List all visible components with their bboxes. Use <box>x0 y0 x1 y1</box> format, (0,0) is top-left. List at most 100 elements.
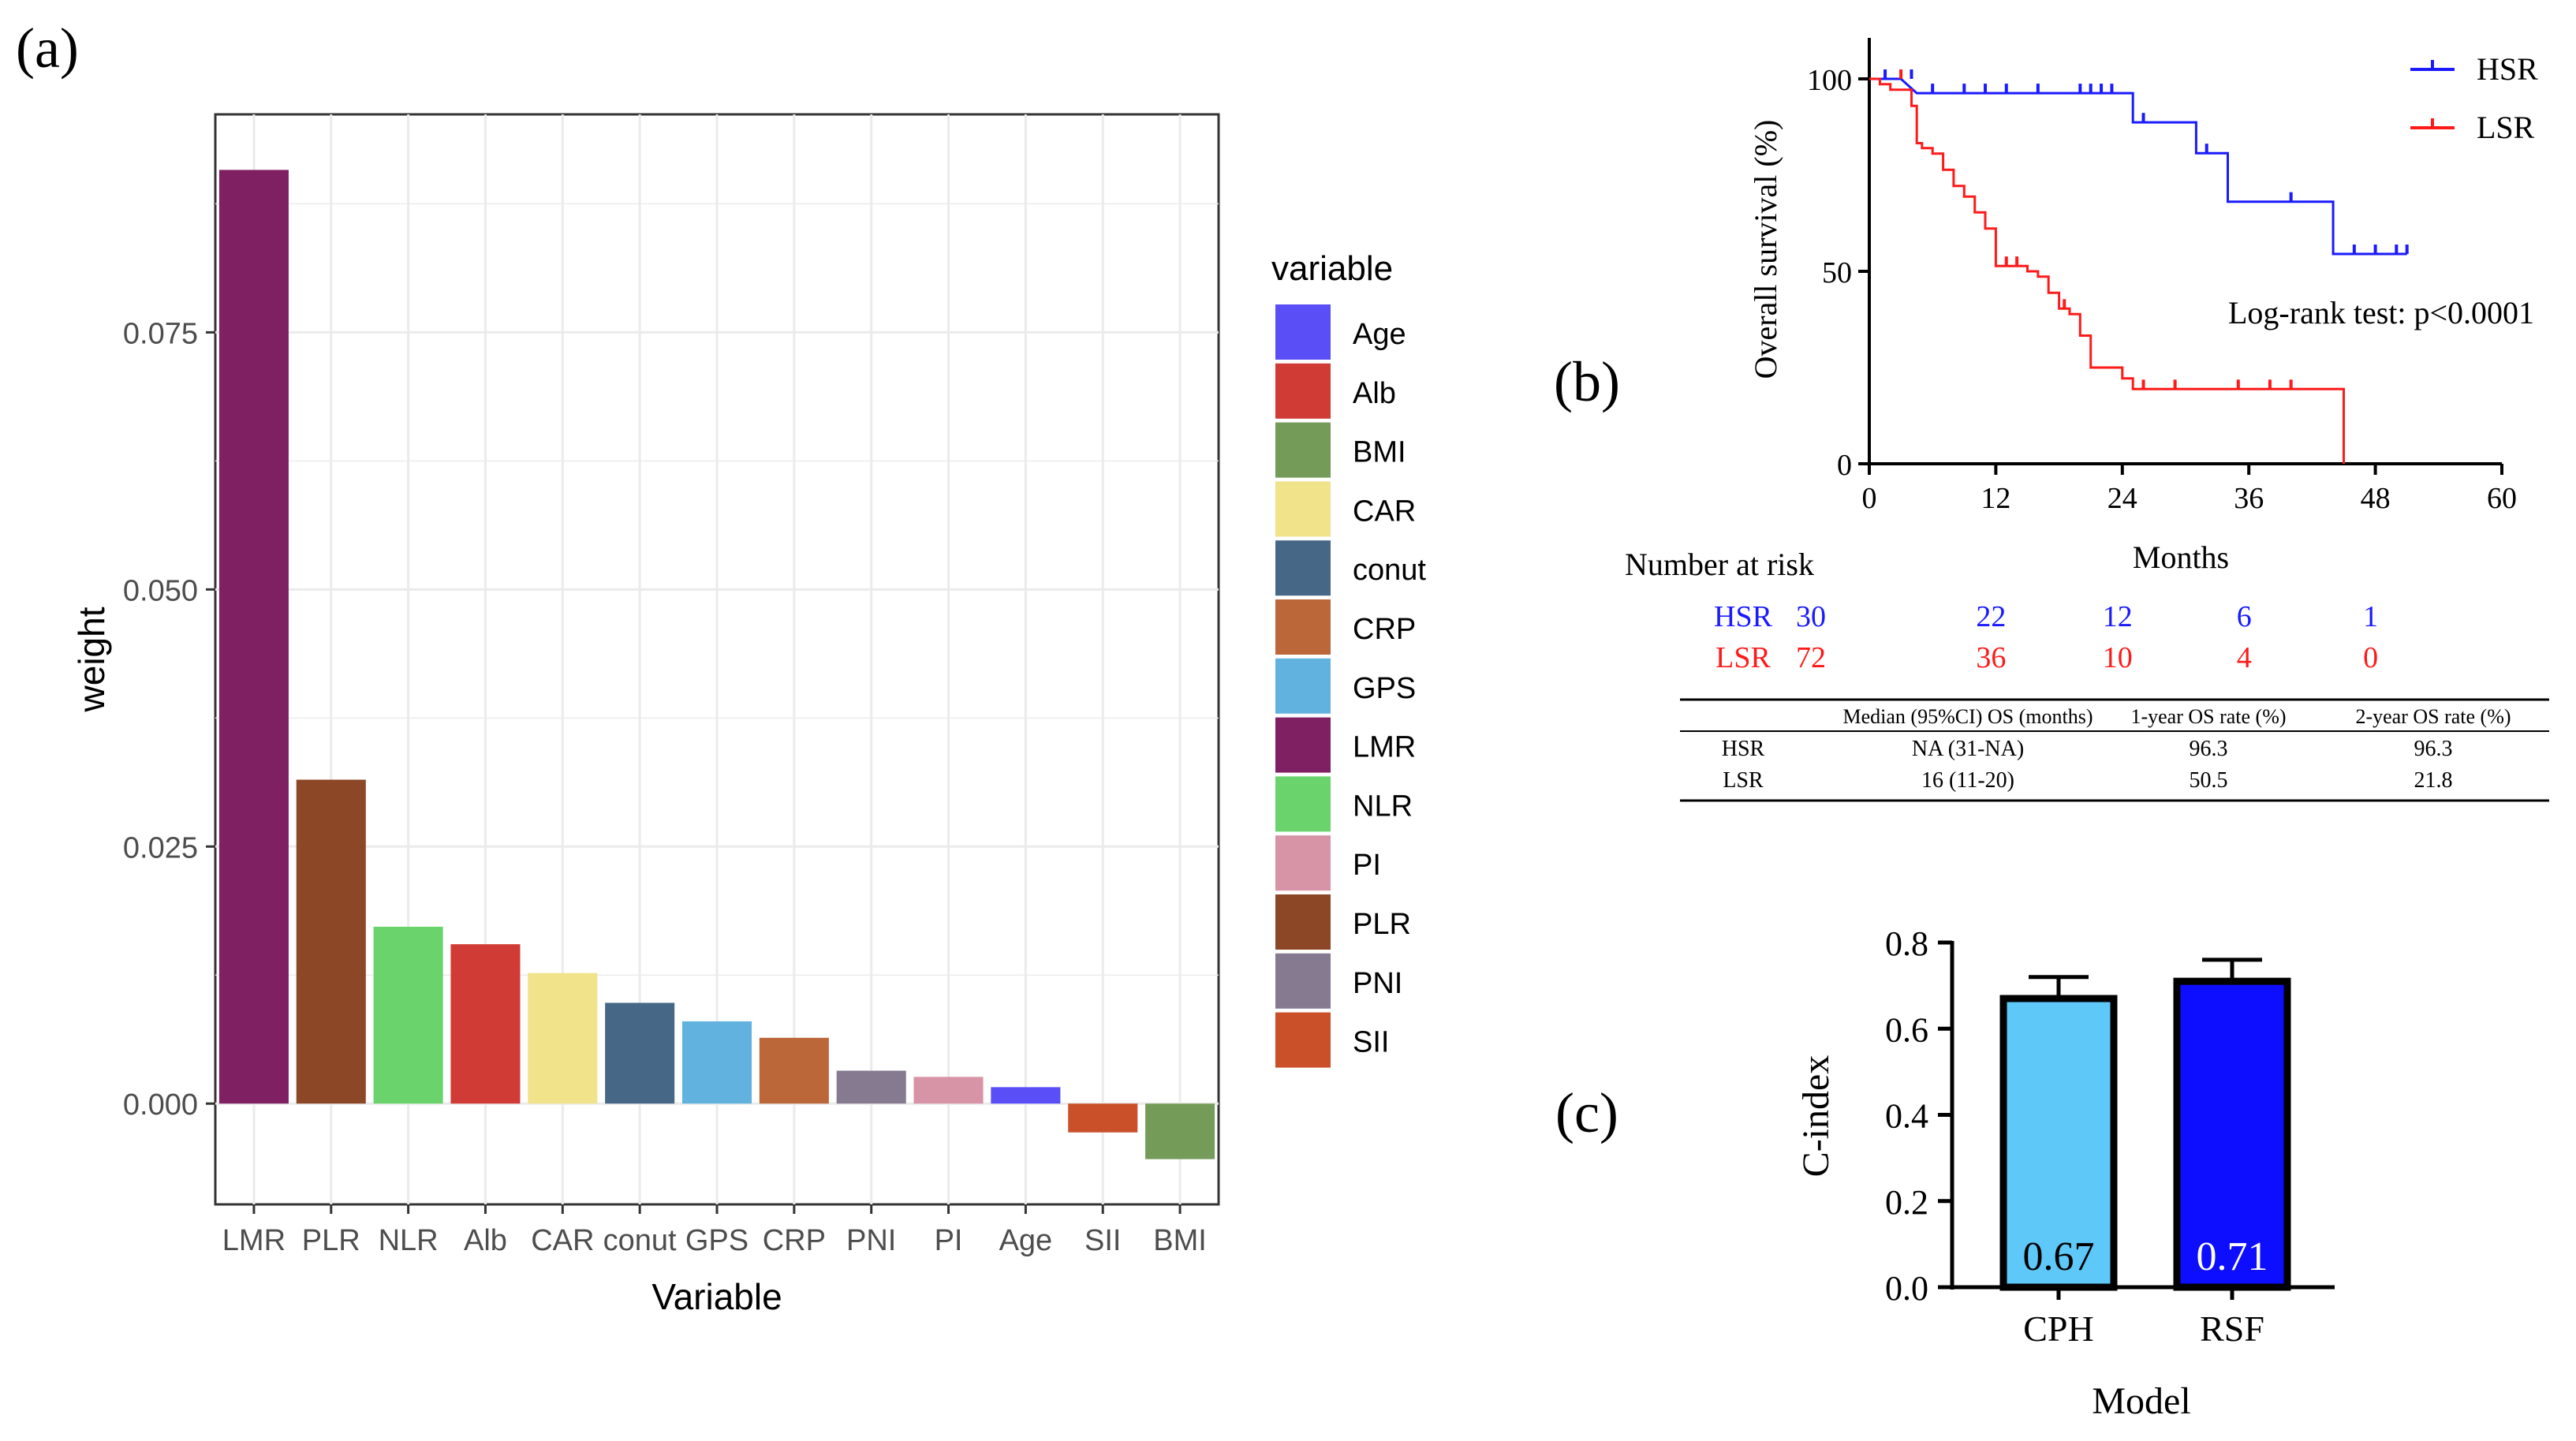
plot-a-x-ticks: LMR PLR NLR Alb CAR conut GPS CRP PNI PI Age SII BMI <box>222 1204 1207 1257</box>
x-tick-label: 0 <box>1862 482 1877 515</box>
bar-Alb <box>450 944 521 1104</box>
legend-label-LMR: LMR <box>1353 731 1416 764</box>
risk-value: 6 <box>2237 600 2252 633</box>
x-tick-label: PLR <box>302 1224 360 1257</box>
risk-row-label-LSR: LSR <box>1715 641 1771 674</box>
legend-label-PI: PI <box>1353 849 1381 882</box>
bar-Age <box>991 1087 1061 1104</box>
legend-swatch-PI <box>1275 835 1331 891</box>
plot-a-bars <box>218 170 1215 1159</box>
x-tick-label: PNI <box>846 1224 896 1257</box>
x-tick-label: 12 <box>1981 482 2010 515</box>
legend-swatch-CAR <box>1275 481 1331 537</box>
bar-CAR <box>528 972 598 1104</box>
y-tick-label: 0.6 <box>1885 1010 1928 1049</box>
plot-b-y-axis-title: Overall survival (%) <box>1748 120 1783 379</box>
legend-label-CRP: CRP <box>1353 613 1416 646</box>
legend-swatch-CRP <box>1275 599 1331 655</box>
x-tick-label-RSF: RSF <box>2200 1308 2264 1349</box>
y-tick-label: 0.075 <box>123 317 198 350</box>
bar-value-label-CPH: 0.67 <box>2023 1234 2095 1279</box>
plot-a-y-ticks: 0.000 0.025 0.050 0.075 <box>123 317 215 1122</box>
x-tick-label: SII <box>1085 1224 1121 1257</box>
legend-label-conut: conut <box>1353 554 1426 587</box>
y-tick-label: 0.0 <box>1885 1269 1928 1308</box>
bar-CRP <box>759 1037 829 1104</box>
x-tick-label: Alb <box>464 1224 507 1257</box>
x-tick-label: Age <box>999 1224 1053 1257</box>
table-cell: HSR <box>1722 737 1765 761</box>
x-tick-label: 36 <box>2234 482 2264 515</box>
legend-label-PNI: PNI <box>1353 967 1402 1000</box>
x-tick-label: NLR <box>379 1224 439 1257</box>
legend-label-BMI: BMI <box>1353 436 1406 469</box>
risk-value: 36 <box>1976 641 2006 674</box>
legend-swatch-Age <box>1275 304 1331 360</box>
x-tick-label: 48 <box>2361 482 2391 515</box>
log-rank-annotation: Log-rank test: p<0.0001 <box>2228 295 2534 330</box>
legend-label-NLR: NLR <box>1353 790 1413 823</box>
legend-label-HSR: HSR <box>2477 51 2538 87</box>
table-header: 2-year OS rate (%) <box>2355 705 2511 728</box>
table-cell: 16 (11-20) <box>1921 768 2014 793</box>
y-tick-label: 0.4 <box>1885 1097 1928 1136</box>
legend-swatch-SII <box>1275 1012 1331 1068</box>
legend-swatch-NLR <box>1275 776 1331 832</box>
bar-LMR <box>218 170 289 1104</box>
bar-PLR <box>296 779 366 1104</box>
curve-HSR <box>1869 77 2407 256</box>
legend-swatch-PNI <box>1275 953 1331 1009</box>
x-tick-label: LMR <box>222 1224 286 1257</box>
risk-value: 72 <box>1796 641 1826 674</box>
plot-b-x-axis-title: Months <box>2133 539 2229 575</box>
bar-conut <box>605 1002 675 1104</box>
bar-GPS <box>681 1021 752 1104</box>
legend-a-title: variable <box>1271 249 1393 288</box>
table-header: 1-year OS rate (%) <box>2130 705 2286 728</box>
panel-b-label: (b) <box>1554 350 1620 413</box>
x-tick-label: 60 <box>2487 482 2517 515</box>
legend-label-Alb: Alb <box>1353 377 1396 410</box>
table-cell: 21.8 <box>2414 768 2453 793</box>
risk-value: 30 <box>1796 600 1826 633</box>
legend-label-PLR: PLR <box>1353 908 1411 941</box>
curve-LSR <box>1869 77 2345 464</box>
bar-value-label-RSF: 0.71 <box>2197 1234 2268 1279</box>
panel-a-label: (a) <box>16 17 79 80</box>
x-tick-label: PI <box>935 1224 963 1257</box>
legend-swatch-Alb <box>1275 363 1331 419</box>
legend-label-Age: Age <box>1353 318 1406 351</box>
bar-BMI <box>1145 1103 1215 1159</box>
risk-value: 0 <box>2363 641 2378 674</box>
legend-label-GPS: GPS <box>1353 672 1416 705</box>
summary-table: Median (95%CI) OS (months) 1-year OS rate… <box>1680 698 2549 802</box>
y-tick-label: 0.025 <box>123 831 198 864</box>
bar-SII <box>1068 1103 1138 1133</box>
risk-value: 1 <box>2363 600 2378 633</box>
plot-b-axes: 0 50 100 0 12 24 36 48 60 <box>1807 38 2517 515</box>
risk-value: 4 <box>2237 641 2252 674</box>
bar-RSF <box>2173 977 2291 1291</box>
plot-c-x-axis-title: Model <box>2092 1380 2190 1422</box>
y-tick-label: 0.000 <box>123 1088 198 1122</box>
table-cell: 50.5 <box>2190 768 2228 793</box>
legend-b: HSR LSR <box>2410 51 2538 145</box>
table-cell: NA (31-NA) <box>1912 737 2024 761</box>
legend-label-LSR: LSR <box>2477 110 2535 145</box>
table-cell: LSR <box>1723 768 1764 793</box>
feature-weight-chart: (a) 0.000 0.025 0.050 0.075 LMR PLR NLR Alb CAR… <box>16 17 1426 1317</box>
legend-swatch-GPS <box>1275 658 1331 714</box>
risk-value: 12 <box>2103 600 2133 633</box>
x-tick-label: BMI <box>1153 1224 1207 1257</box>
x-tick-label: conut <box>603 1224 677 1257</box>
y-tick-label: 50 <box>1822 256 1852 289</box>
legend-label-CAR: CAR <box>1353 495 1416 528</box>
legend-swatch-PLR <box>1275 894 1331 950</box>
table-header: Median (95%CI) OS (months) <box>1842 705 2093 728</box>
risk-table-title: Number at risk <box>1625 547 1814 582</box>
x-tick-label: GPS <box>685 1224 749 1257</box>
risk-value: 10 <box>2103 641 2133 674</box>
bar-PNI <box>836 1070 906 1104</box>
